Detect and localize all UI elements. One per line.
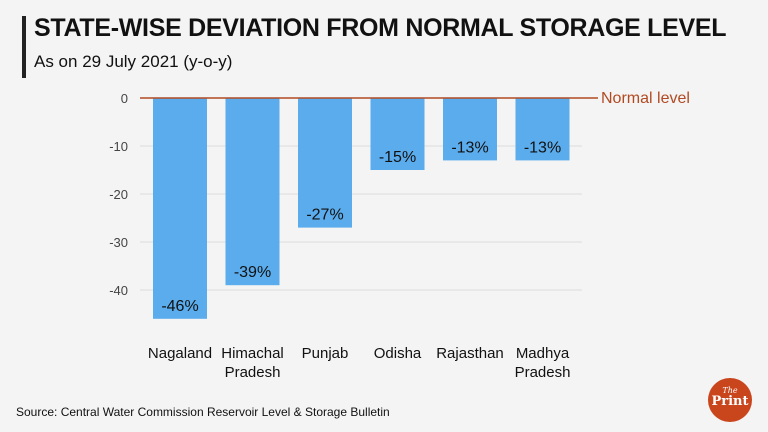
- y-tick-label: -40: [109, 283, 128, 298]
- bar: [370, 98, 425, 170]
- data-label: -39%: [234, 264, 271, 281]
- category-label: Himachal: [221, 345, 284, 362]
- bar: [443, 98, 497, 161]
- logo-the: The: [722, 386, 738, 395]
- y-tick-label: -20: [109, 187, 128, 202]
- y-tick-label: -10: [109, 139, 128, 154]
- data-label: -46%: [161, 298, 198, 315]
- data-label: -15%: [379, 149, 416, 166]
- category-label: Pradesh: [225, 364, 281, 381]
- data-label: -13%: [524, 139, 561, 156]
- logo-print: Print: [711, 394, 749, 409]
- y-tick-label: -30: [109, 235, 128, 250]
- bar: [298, 98, 352, 228]
- data-label: -13%: [451, 139, 488, 156]
- bar: [515, 98, 570, 161]
- category-label: Nagaland: [148, 345, 212, 362]
- chart-title: STATE-WISE DEVIATION FROM NORMAL STORAGE…: [34, 14, 727, 42]
- category-label: Punjab: [302, 345, 349, 362]
- bar: [225, 98, 280, 286]
- normal-level-label: Normal level: [601, 90, 690, 107]
- theprint-logo: The Print: [708, 378, 752, 422]
- title-accent-bar: [22, 16, 26, 78]
- chart-subtitle: As on 29 July 2021 (y-o-y): [34, 52, 233, 71]
- category-label: Pradesh: [515, 364, 571, 381]
- category-label: Madhya: [516, 345, 570, 362]
- data-label: -27%: [306, 207, 343, 224]
- category-label: Rajasthan: [436, 345, 504, 362]
- bar: [153, 98, 207, 319]
- category-label: Odisha: [374, 345, 422, 362]
- source-note: Source: Central Water Commission Reservo…: [16, 405, 390, 419]
- y-tick-label: 0: [121, 91, 128, 106]
